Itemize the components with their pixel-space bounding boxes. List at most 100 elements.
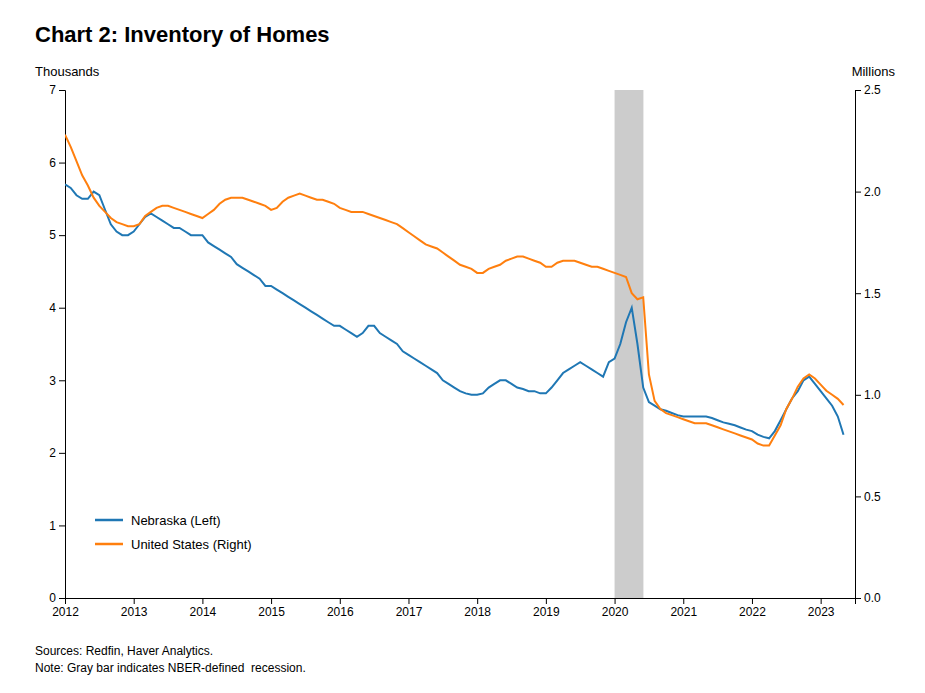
tick: 2.5 <box>855 83 881 97</box>
legend-swatch <box>95 519 123 522</box>
tick: 7 <box>49 83 65 97</box>
tick-mark <box>752 598 753 604</box>
axis-line <box>66 599 856 605</box>
tick: 2014 <box>190 598 217 619</box>
tick-mark <box>59 380 65 381</box>
y-axis-label: Thousands <box>35 64 100 79</box>
tick: 2017 <box>396 598 423 619</box>
legend: Nebraska (Left) United States (Right) <box>95 513 252 552</box>
tick-label: 2023 <box>808 605 835 619</box>
tick-mark <box>821 598 822 604</box>
series-line <box>65 135 844 446</box>
tick-mark <box>59 453 65 454</box>
tick: 4 <box>49 301 65 315</box>
tick-label: 2020 <box>602 605 629 619</box>
tick-mark <box>271 598 272 604</box>
tick: 5 <box>49 228 65 242</box>
axis-line <box>856 91 862 599</box>
tick-label: 2017 <box>396 605 423 619</box>
tick-label: 2021 <box>670 605 697 619</box>
tick-label: 6 <box>49 156 56 170</box>
recession-band <box>615 90 644 598</box>
tick-label: 1.5 <box>864 287 881 301</box>
tick-label: 2019 <box>533 605 560 619</box>
tick-label: 0.5 <box>864 490 881 504</box>
tick-mark <box>683 598 684 604</box>
tick-mark <box>855 90 861 91</box>
tick: 0 <box>49 591 65 605</box>
tick-label: 2013 <box>121 605 148 619</box>
tick: 2 <box>49 446 65 460</box>
legend-label: United States (Right) <box>131 537 252 552</box>
tick: 2016 <box>327 598 354 619</box>
annotation: Note: Gray bar indicates NBER-defined re… <box>35 661 306 675</box>
tick-label: 2022 <box>739 605 766 619</box>
x-axis: 2012 2013 2014 2015 2016 2017 2018 2019 2020 2021… <box>52 598 855 619</box>
legend-label: Nebraska (Left) <box>131 513 221 528</box>
tick: 2012 <box>52 598 79 619</box>
tick-label: 0 <box>49 591 56 605</box>
tick-mark <box>59 308 65 309</box>
tick-mark <box>340 598 341 604</box>
tick-mark <box>59 525 65 526</box>
tick: 2019 <box>533 598 560 619</box>
tick-mark <box>134 598 135 604</box>
tick-mark <box>408 598 409 604</box>
tick-mark <box>615 598 616 604</box>
tick-mark <box>59 235 65 236</box>
tick-label: 1 <box>49 519 56 533</box>
tick-label: 2012 <box>52 605 79 619</box>
y-axis: 0 1 2 3 4 5 6 7 <box>49 83 65 605</box>
tick-mark <box>59 598 65 599</box>
tick-mark <box>59 163 65 164</box>
axis-line <box>59 91 66 599</box>
tick: 0.0 <box>855 591 881 605</box>
tick: 2022 <box>739 598 766 619</box>
tick-mark <box>546 598 547 604</box>
tick: 2023 <box>808 598 835 619</box>
tick-label: 2016 <box>327 605 354 619</box>
tick: 3 <box>49 374 65 388</box>
tick-label: 0.0 <box>864 591 881 605</box>
tick: 1.0 <box>855 388 881 402</box>
tick-mark <box>202 598 203 604</box>
tick: 6 <box>49 156 65 170</box>
tick: 2.0 <box>855 185 881 199</box>
tick-label: 2014 <box>190 605 217 619</box>
tick-mark <box>855 496 861 497</box>
tick-mark <box>59 90 65 91</box>
tick-label: 7 <box>49 83 56 97</box>
tick-mark <box>855 395 861 396</box>
tick-label: 2.5 <box>864 83 881 97</box>
tick-label: 4 <box>49 301 56 315</box>
tick-label: 5 <box>49 228 56 242</box>
tick-label: 1.0 <box>864 388 881 402</box>
tick: 2021 <box>670 598 697 619</box>
y2-axis: 0.0 0.5 1.0 1.5 2.0 2.5 <box>855 83 881 605</box>
annotation: Sources: Redfin, Haver Analytics. <box>35 644 213 658</box>
tick: 2018 <box>464 598 491 619</box>
legend-item: Nebraska (Left) <box>95 513 221 528</box>
chart: 2012201320142015201620172018201920202021… <box>0 0 925 693</box>
tick-label: 2015 <box>258 605 285 619</box>
tick: 1 <box>49 519 65 533</box>
plot: 2012201320142015201620172018201920202021… <box>49 83 881 618</box>
series-line <box>65 184 844 438</box>
tick-mark <box>855 293 861 294</box>
tick: 1.5 <box>855 287 881 301</box>
title: Chart 2: Inventory of Homes <box>35 22 330 47</box>
tick-label: 2 <box>49 446 56 460</box>
legend-item: United States (Right) <box>95 537 252 552</box>
data-layer <box>65 90 844 598</box>
tick-label: 3 <box>49 374 56 388</box>
legend-swatch <box>95 543 123 546</box>
tick-mark <box>855 192 861 193</box>
tick: 0.5 <box>855 490 881 504</box>
tick-mark <box>477 598 478 604</box>
tick: 2015 <box>258 598 285 619</box>
y2-axis-label: Millions <box>852 64 896 79</box>
tick-label: 2.0 <box>864 185 881 199</box>
tick: 2020 <box>602 598 629 619</box>
tick-label: 2018 <box>464 605 491 619</box>
tick-mark <box>855 598 861 599</box>
